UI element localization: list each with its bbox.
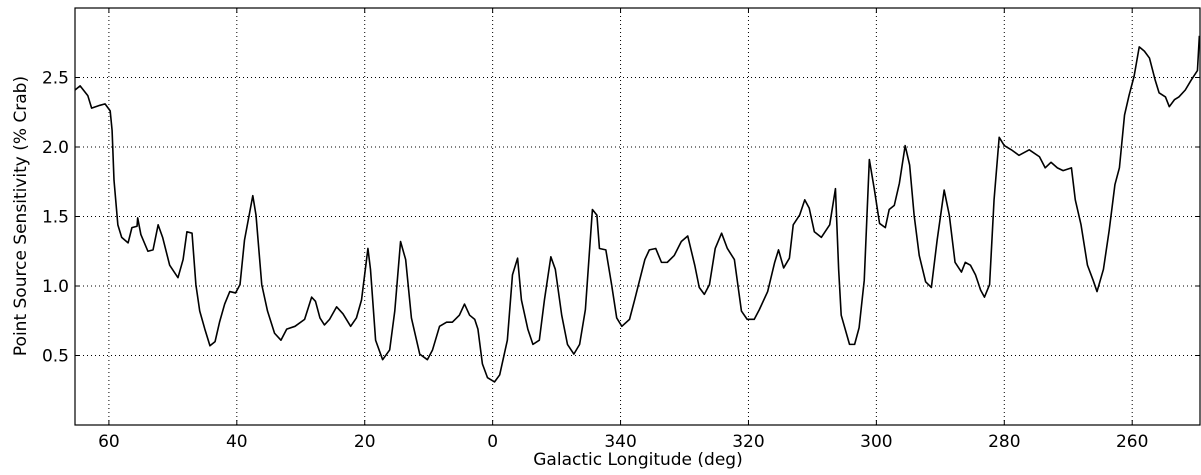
x-tick-label: 320 xyxy=(732,432,764,452)
y-tick-label: 0.5 xyxy=(42,347,69,367)
x-axis-label: Galactic Longitude (deg) xyxy=(533,450,742,470)
x-tick-label: 300 xyxy=(860,432,892,452)
data-line xyxy=(74,35,1201,383)
x-tick-label: 40 xyxy=(226,432,248,452)
x-tick-label: 260 xyxy=(1116,432,1148,452)
y-tick-label: 2.0 xyxy=(42,138,69,158)
x-tick-label: 0 xyxy=(487,432,498,452)
y-axis-label: Point Source Sensitivity (% Crab) xyxy=(11,76,31,356)
y-tick-label: 1.0 xyxy=(42,277,69,297)
y-tick-label: 1.5 xyxy=(42,208,69,228)
plot-frame xyxy=(74,7,1201,426)
x-tick-label: 340 xyxy=(604,432,636,452)
x-tick-label: 20 xyxy=(354,432,376,452)
x-tick-label: 60 xyxy=(98,432,120,452)
y-tick-label: 2.5 xyxy=(42,69,69,89)
x-tick-label: 280 xyxy=(988,432,1020,452)
